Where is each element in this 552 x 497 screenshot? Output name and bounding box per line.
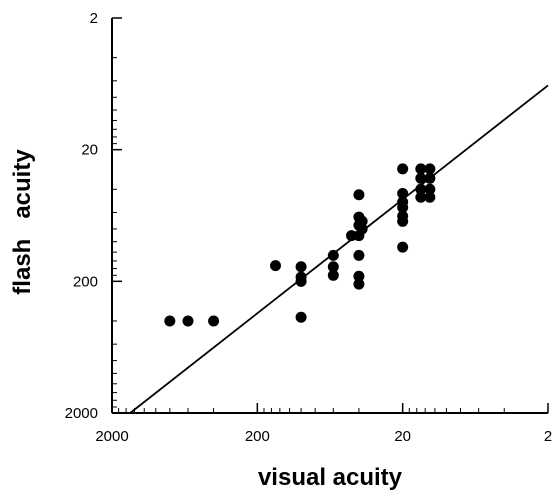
x-tick-label: 2000 — [95, 428, 128, 445]
data-points — [164, 163, 436, 327]
x-tick-label: 200 — [245, 428, 270, 445]
data-point — [424, 163, 436, 175]
data-point — [415, 163, 427, 175]
data-point — [182, 315, 194, 327]
tick-labels: 2000 200 20 2 2 20 200 2000 — [65, 10, 552, 445]
data-point — [424, 172, 436, 184]
data-point — [353, 189, 365, 201]
data-point — [424, 191, 436, 203]
data-point — [295, 261, 307, 273]
data-point — [327, 261, 339, 273]
data-point — [356, 223, 368, 235]
data-point — [353, 249, 365, 261]
data-point — [415, 191, 427, 203]
data-point — [397, 215, 409, 227]
x-tick-label: 20 — [394, 428, 411, 445]
data-point — [424, 183, 436, 195]
data-point — [415, 183, 427, 195]
minor-ticks — [111, 17, 549, 414]
data-point — [397, 202, 409, 214]
y-tick-label: 20 — [81, 142, 98, 159]
data-point — [397, 241, 409, 253]
y-tick-label: 2000 — [65, 405, 98, 422]
x-axis-title: visual acuity — [258, 464, 403, 491]
data-point — [327, 269, 339, 281]
data-point — [353, 278, 365, 290]
x-tick-label: 2 — [544, 428, 552, 445]
y-tick-label: 200 — [73, 273, 98, 290]
data-point — [295, 271, 307, 283]
data-point — [397, 187, 409, 199]
data-point — [269, 260, 281, 272]
data-point — [327, 249, 339, 261]
data-point — [415, 172, 427, 184]
y-axis-title: flash acuity — [9, 149, 36, 295]
data-point — [353, 270, 365, 282]
data-point — [397, 163, 409, 175]
data-point — [295, 311, 307, 323]
y-tick-label: 2 — [90, 10, 98, 27]
fit-line — [129, 84, 549, 414]
data-point — [164, 315, 176, 327]
data-point — [356, 215, 368, 227]
data-point — [208, 315, 220, 327]
